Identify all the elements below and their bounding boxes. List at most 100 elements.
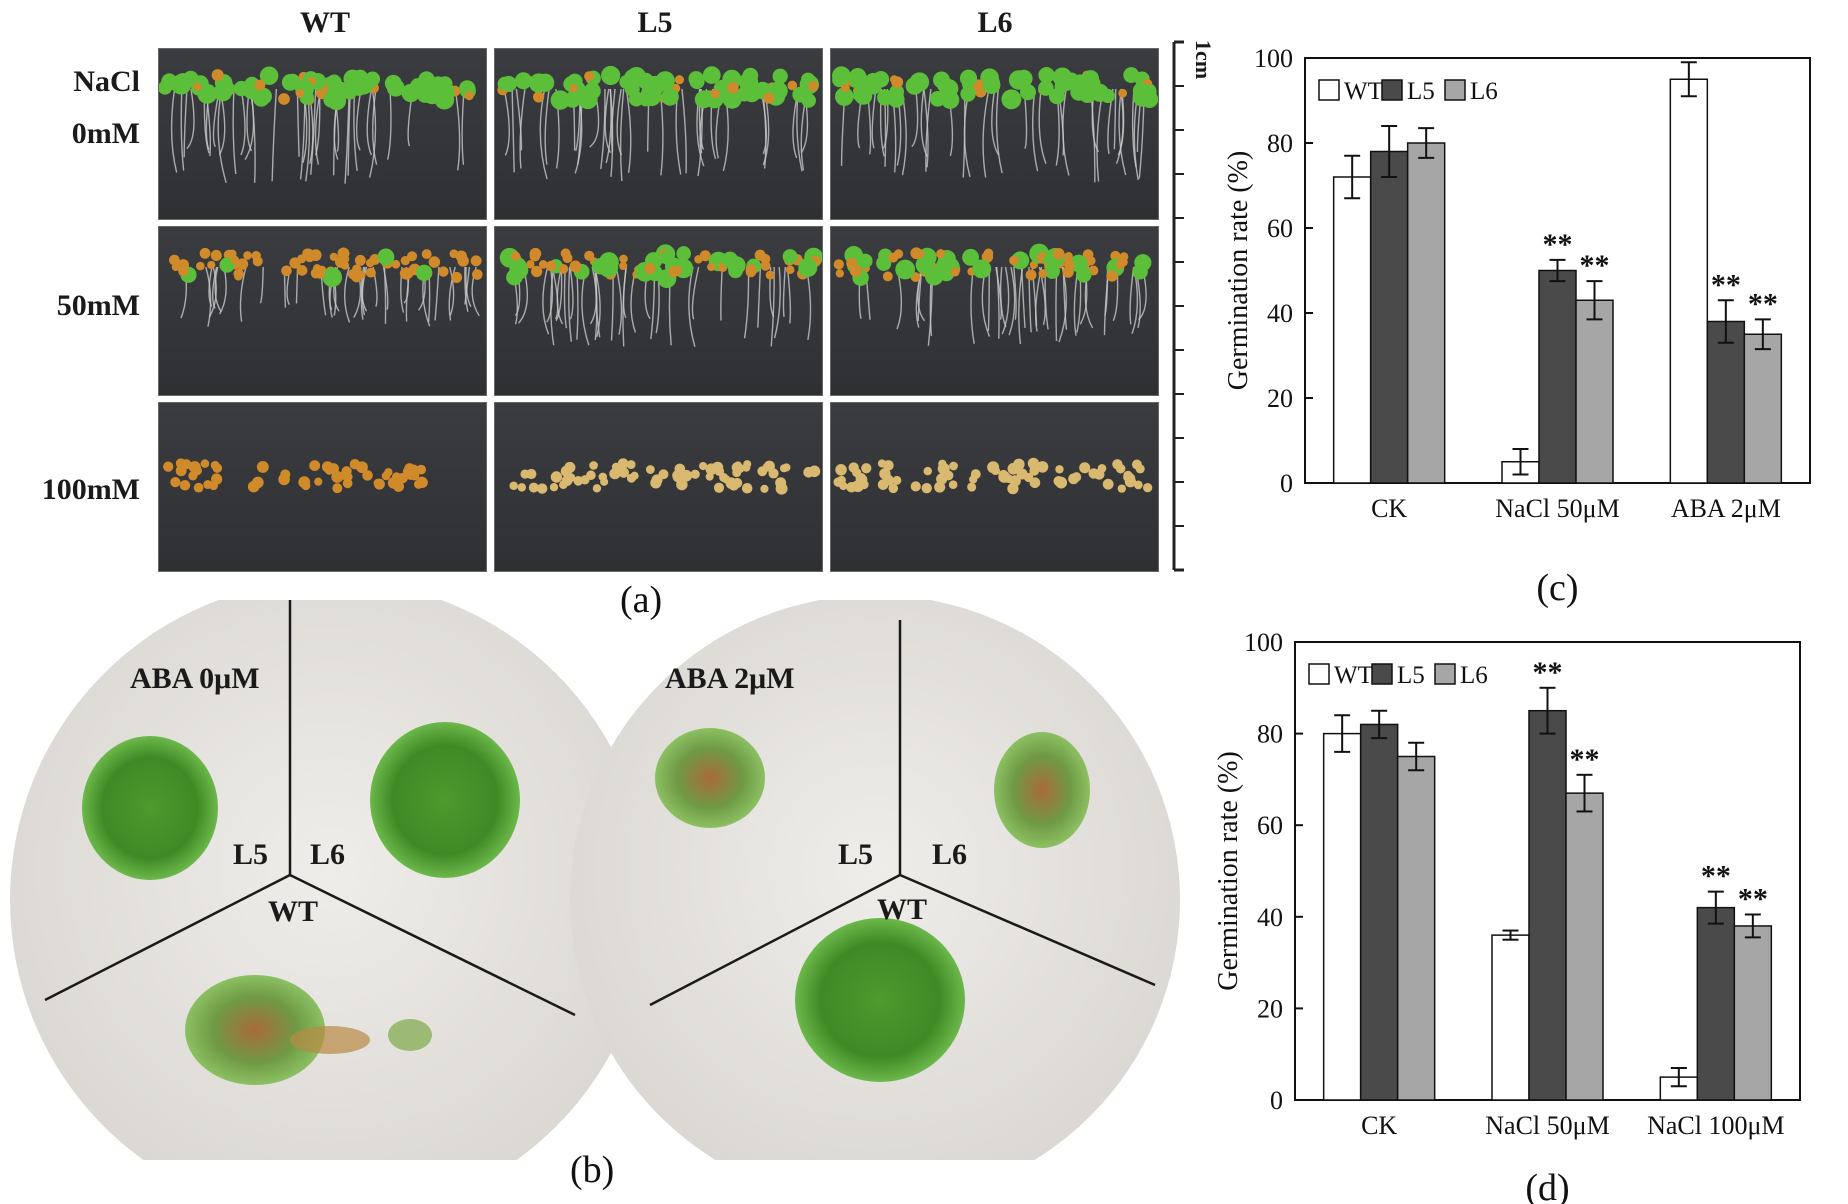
row-label-50mm: 50mM bbox=[56, 289, 140, 322]
legend-swatch bbox=[1308, 663, 1330, 685]
panel-letter: (c) bbox=[1536, 567, 1578, 609]
row-label-0mm: 0mM bbox=[71, 117, 140, 150]
column-label-wt: WT bbox=[299, 6, 350, 39]
y-tick-label: 0 bbox=[1280, 469, 1293, 498]
legend-swatch bbox=[1444, 79, 1466, 101]
seedling-clump bbox=[185, 975, 325, 1085]
row-label-100mm: 100mM bbox=[41, 473, 140, 506]
x-tick-label: CK bbox=[1361, 1111, 1397, 1140]
significance-marker: ** bbox=[1533, 656, 1563, 689]
bar-l6 bbox=[1565, 792, 1604, 1101]
error-bar bbox=[1502, 929, 1519, 941]
bar-l5 bbox=[1706, 320, 1746, 484]
bar-wt bbox=[1332, 176, 1372, 484]
y-axis-label: Germination rate (%) bbox=[1213, 751, 1244, 990]
seedling-photo bbox=[158, 402, 487, 572]
bar-l5 bbox=[1359, 723, 1399, 1101]
bar-l6 bbox=[1406, 142, 1446, 484]
plate-label-l6: L6 bbox=[932, 838, 968, 871]
error-bar bbox=[1754, 318, 1771, 351]
y-tick-label: 80 bbox=[1267, 129, 1293, 158]
plate-condition-aba-2: ABA 2μM bbox=[665, 662, 795, 695]
seedling-photo bbox=[494, 48, 823, 220]
error-bar bbox=[1512, 448, 1529, 476]
bar-l6 bbox=[1733, 925, 1773, 1101]
error-bar bbox=[1586, 280, 1603, 321]
x-tick-label: NaCl 50μM bbox=[1495, 494, 1619, 523]
y-tick-label: 60 bbox=[1257, 811, 1283, 840]
error-bar bbox=[1744, 913, 1761, 939]
significance-marker: ** bbox=[1711, 268, 1741, 301]
bar-l5 bbox=[1369, 150, 1409, 484]
seedling-photo bbox=[494, 402, 823, 572]
y-axis-label: Germination rate (%) bbox=[1223, 151, 1254, 390]
error-bar bbox=[1670, 1066, 1687, 1088]
plate-label-l6: L6 bbox=[310, 838, 346, 871]
error-bar bbox=[1408, 741, 1425, 772]
column-label-l5: L5 bbox=[637, 6, 673, 39]
plate-aba-2 bbox=[570, 600, 1180, 1160]
bar-l5 bbox=[1538, 269, 1577, 484]
plate-label-l5: L5 bbox=[838, 838, 874, 871]
error-bar bbox=[1371, 709, 1388, 740]
error-bar bbox=[1549, 258, 1566, 283]
bar-wt bbox=[1322, 732, 1362, 1101]
y-tick-label: 60 bbox=[1267, 214, 1293, 243]
error-bar bbox=[1334, 714, 1351, 753]
bar-l6 bbox=[1575, 299, 1614, 484]
bar-l5 bbox=[1696, 906, 1736, 1101]
error-bar bbox=[1381, 125, 1398, 178]
seedling-photo bbox=[830, 48, 1159, 220]
bar-wt bbox=[1491, 934, 1530, 1101]
seedling-photo bbox=[830, 226, 1159, 396]
legend-label: WT bbox=[1334, 662, 1373, 689]
seedling-photo bbox=[494, 226, 823, 396]
plate-label-l5: L5 bbox=[233, 838, 269, 871]
error-bar bbox=[1717, 299, 1734, 344]
significance-marker: ** bbox=[1738, 883, 1768, 916]
error-bar bbox=[1539, 686, 1556, 735]
significance-marker: ** bbox=[1580, 249, 1610, 282]
bar-l6 bbox=[1743, 333, 1783, 484]
y-tick-label: 40 bbox=[1257, 903, 1283, 932]
seedling-clump bbox=[82, 736, 218, 880]
seedling-clump bbox=[994, 732, 1090, 848]
scale-label: 1cm bbox=[1191, 40, 1216, 80]
plate-label-wt: WT bbox=[877, 893, 928, 926]
seedling-photo bbox=[158, 226, 487, 396]
seedling-clump bbox=[370, 722, 520, 878]
seedling-clump bbox=[655, 728, 765, 828]
x-tick-label: NaCl 50μM bbox=[1485, 1111, 1609, 1140]
legend-swatch bbox=[1371, 663, 1393, 685]
legend-label: L5 bbox=[1397, 662, 1425, 689]
panel-letter-a: (a) bbox=[620, 579, 663, 621]
x-tick-label: CK bbox=[1371, 494, 1407, 523]
seedling-photo bbox=[158, 48, 487, 220]
legend-label: L6 bbox=[1460, 662, 1488, 689]
legend-swatch bbox=[1381, 79, 1403, 101]
seedling-clump bbox=[795, 918, 965, 1082]
y-tick-label: 20 bbox=[1257, 994, 1283, 1023]
seedling-photo bbox=[830, 402, 1159, 572]
plate-condition-aba-0: ABA 0μM bbox=[130, 662, 260, 695]
significance-marker: ** bbox=[1701, 860, 1731, 893]
chart-d: 0 20 40 60 80 100 Germination rate (%) CK NaCl 5… bbox=[1213, 628, 1801, 1204]
y-tick-label: 80 bbox=[1257, 720, 1283, 749]
y-tick-label: 40 bbox=[1267, 299, 1293, 328]
bar-l6 bbox=[1396, 755, 1436, 1101]
scale-ruler bbox=[1172, 40, 1184, 572]
error-bar bbox=[1680, 61, 1697, 98]
x-tick-label: NaCl 100μM bbox=[1647, 1111, 1784, 1140]
plate-label-wt: WT bbox=[268, 895, 319, 928]
error-bar bbox=[1576, 773, 1593, 813]
bar-l5 bbox=[1528, 709, 1567, 1101]
plate-aba-0 bbox=[10, 600, 650, 1160]
row-label-nacl: NaCl bbox=[73, 65, 140, 98]
error-bar bbox=[1344, 154, 1361, 200]
panel-letter: (d) bbox=[1525, 1167, 1569, 1204]
bar-wt bbox=[1669, 78, 1709, 484]
significance-marker: ** bbox=[1543, 228, 1573, 261]
legend-label: L6 bbox=[1470, 78, 1498, 105]
legend-swatch bbox=[1318, 79, 1340, 101]
error-bar bbox=[1418, 127, 1435, 159]
